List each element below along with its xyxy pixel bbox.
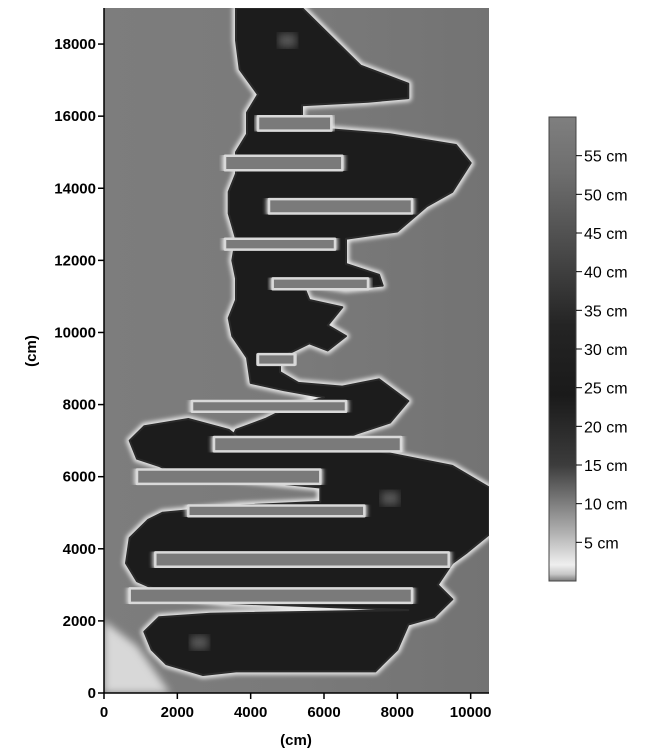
x-axis-title: (cm) bbox=[280, 732, 312, 749]
x-tick-label: 8000 bbox=[381, 704, 414, 721]
colorbar-tick-label: 10 cm bbox=[584, 497, 628, 514]
y-axis-title: (cm) bbox=[23, 335, 40, 367]
colorbar-ticks: 5 cm 10 cm 15 cm 20 cm 25 cm 30 cm 35 cm 40 cm 4… bbox=[576, 149, 628, 552]
colorbar-tick-label: 45 cm bbox=[584, 226, 628, 243]
colorbar: 5 cm 10 cm 15 cm 20 cm 25 cm 30 cm 35 cm 40 cm 4… bbox=[548, 116, 628, 582]
top-hotspot bbox=[278, 33, 297, 48]
y-axis-ticks: 0 2000 4000 6000 8000 10000 12000 14000 16000 180… bbox=[54, 36, 104, 702]
slot-fill-layer bbox=[128, 114, 450, 605]
x-tick-label: 6000 bbox=[307, 704, 340, 721]
x-tick-label: 4000 bbox=[234, 704, 267, 721]
y-tick-label: 12000 bbox=[54, 252, 96, 269]
x-axis-ticks: 0 2000 4000 6000 8000 10000 bbox=[100, 693, 492, 721]
y-tick-label: 6000 bbox=[63, 469, 96, 486]
slot-11 bbox=[154, 551, 450, 569]
slot-3 bbox=[267, 197, 414, 215]
colorbar-tick-label: 5 cm bbox=[584, 535, 619, 552]
slot-5 bbox=[271, 277, 370, 291]
colorbar-tick-label: 50 cm bbox=[584, 187, 628, 204]
slot-4 bbox=[223, 237, 337, 251]
colorbar-tick-label: 20 cm bbox=[584, 419, 628, 436]
bottom-hotspot bbox=[190, 635, 209, 650]
low-value-patch bbox=[104, 620, 170, 693]
y-tick-label: 8000 bbox=[63, 397, 96, 414]
x-tick-label: 2000 bbox=[161, 704, 194, 721]
y-tick-label: 4000 bbox=[63, 541, 96, 558]
slot-12 bbox=[128, 587, 414, 605]
slot-1 bbox=[256, 114, 333, 132]
slot-7 bbox=[190, 399, 348, 414]
x-tick-label: 10000 bbox=[450, 704, 492, 721]
y-tick-label: 10000 bbox=[54, 324, 96, 341]
axes: 0 2000 4000 6000 8000 10000 0 2000 4000 6000 8000… bbox=[23, 8, 492, 749]
colorbar-tick-label: 55 cm bbox=[584, 149, 628, 166]
colorbar-tick-label: 40 cm bbox=[584, 265, 628, 282]
slot-6 bbox=[256, 352, 296, 367]
colorbar-tick-label: 35 cm bbox=[584, 303, 628, 320]
y-tick-label: 18000 bbox=[54, 36, 96, 53]
slot-10 bbox=[187, 504, 366, 518]
colorbar-tick-label: 30 cm bbox=[584, 342, 628, 359]
slot-9 bbox=[135, 468, 322, 486]
y-tick-label: 0 bbox=[88, 685, 96, 702]
right-hotspot bbox=[381, 491, 399, 506]
colorbar-gradient bbox=[548, 116, 577, 582]
y-tick-label: 16000 bbox=[54, 108, 96, 125]
colorbar-tick-label: 25 cm bbox=[584, 381, 628, 398]
slot-8 bbox=[212, 435, 403, 453]
y-tick-label: 2000 bbox=[63, 613, 96, 630]
hotspot-layer bbox=[104, 33, 399, 693]
slot-2 bbox=[223, 154, 344, 172]
y-tick-label: 14000 bbox=[54, 180, 96, 197]
heatmap-plot-area bbox=[104, 8, 489, 693]
x-tick-label: 0 bbox=[100, 704, 108, 721]
colorbar-tick-label: 15 cm bbox=[584, 458, 628, 475]
